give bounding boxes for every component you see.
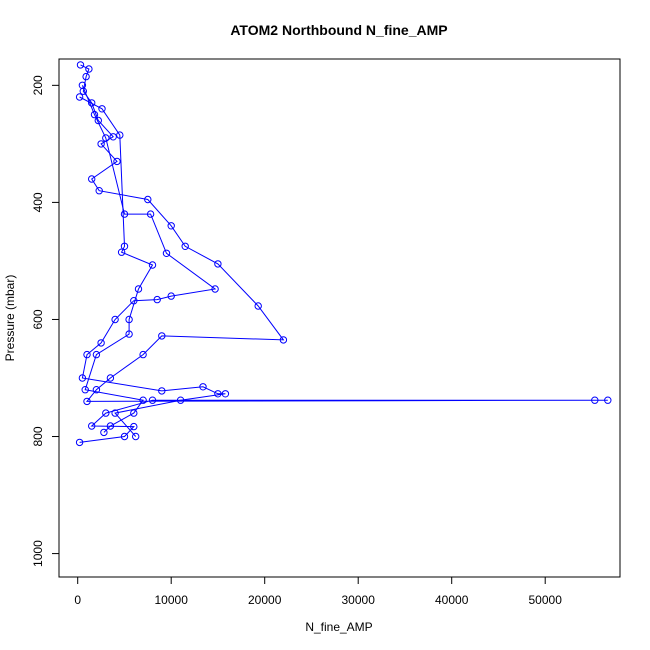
data-point [88,175,96,183]
series-1 [75,61,612,447]
data-point [132,432,140,441]
data-point [120,210,129,218]
data-point [146,210,155,218]
x-tick-label: 40000 [435,593,469,607]
series-line [81,85,226,437]
data-point [81,386,89,394]
data-point [75,93,84,101]
data-point [85,65,93,73]
data-point [92,386,101,394]
x-tick-label: 30000 [342,593,376,607]
data-point [181,242,189,251]
data-point [106,422,115,430]
data-point [109,133,117,141]
data-point [176,396,185,404]
series-3 [75,93,157,437]
data-point [83,350,91,359]
data-point [88,422,96,430]
data-point [148,261,157,269]
data-point [199,383,207,391]
series-line [79,96,154,433]
data-point [116,131,124,139]
y-axis-label: Pressure (mbar) [3,275,17,362]
data-point [75,438,84,447]
data-point [153,295,161,304]
data-point [134,285,143,293]
x-tick-label: 10000 [155,593,189,607]
data-point [97,339,105,347]
data-point [211,285,219,293]
data-point [254,302,262,310]
data-point [604,396,612,404]
data-point [88,99,96,107]
data-point [102,409,110,417]
y-tick-label: 200 [31,75,45,95]
data-point [78,81,87,90]
data-point [90,110,99,119]
x-axis-label: N_fine_AMP [305,620,372,634]
data-point [102,134,110,142]
data-point [591,396,599,404]
data-point [130,409,138,417]
data-point [130,422,138,431]
data-point [158,387,166,395]
x-tick-label: 0 [74,593,81,607]
y-tick-label: 400 [31,192,45,212]
data-point [167,292,175,300]
x-axis: 0 10000 20000 30000 40000 50000 [74,576,563,607]
data-point [139,396,147,404]
data-point [106,374,115,382]
data-point [279,336,288,344]
data-point [120,432,129,441]
data-point [148,396,157,404]
data-point [92,350,101,359]
data-point [117,248,126,256]
data-point [125,315,133,324]
x-tick-label: 20000 [248,593,282,607]
data-point [162,249,171,258]
data-point [144,195,152,204]
data-point [94,116,103,125]
data-point [113,157,121,166]
data-point [111,409,119,417]
data-point [120,242,129,251]
y-axis: 200 400 600 800 1000 [31,75,60,567]
data-point [167,222,175,230]
data-point [158,332,166,340]
data-point [83,397,91,406]
data-point [76,61,85,69]
series-2 [78,81,230,441]
x-tick-label: 50000 [529,593,563,607]
data-point [111,315,119,324]
data-point [214,260,222,268]
y-tick-label: 600 [31,309,45,329]
y-tick-label: 1000 [31,540,45,567]
chart-title: ATOM2 Northbound N_fine_AMP [230,22,447,38]
data-point [139,350,147,359]
data-point [97,140,105,148]
data-point [98,105,106,113]
data-point [82,72,90,81]
data-point [95,187,103,195]
y-tick-label: 800 [31,426,45,446]
data-point [125,330,133,338]
axes: 0 10000 20000 30000 40000 50000 200 400 600 800 10… [31,75,562,607]
data-point [221,390,230,398]
plot-area [75,61,612,447]
data-point [100,428,108,437]
data-point [78,374,87,382]
data-point [214,390,222,398]
